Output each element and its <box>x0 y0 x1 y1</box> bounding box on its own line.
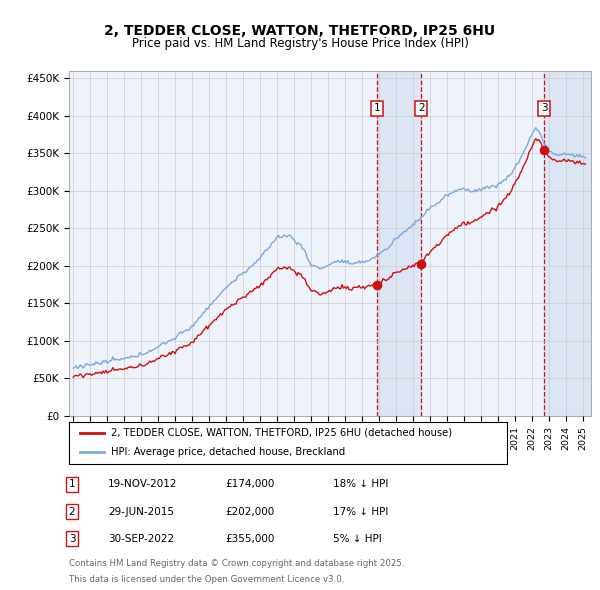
Text: 3: 3 <box>68 534 76 543</box>
Text: HPI: Average price, detached house, Breckland: HPI: Average price, detached house, Brec… <box>110 447 345 457</box>
Text: 1: 1 <box>374 103 380 113</box>
Text: 19-NOV-2012: 19-NOV-2012 <box>108 480 178 489</box>
Text: 3: 3 <box>541 103 548 113</box>
Text: Price paid vs. HM Land Registry's House Price Index (HPI): Price paid vs. HM Land Registry's House … <box>131 37 469 50</box>
Text: 18% ↓ HPI: 18% ↓ HPI <box>333 480 388 489</box>
Text: £355,000: £355,000 <box>225 534 274 543</box>
Text: 29-JUN-2015: 29-JUN-2015 <box>108 507 174 516</box>
Bar <box>377 71 421 416</box>
Text: 2, TEDDER CLOSE, WATTON, THETFORD, IP25 6HU (detached house): 2, TEDDER CLOSE, WATTON, THETFORD, IP25 … <box>110 428 452 438</box>
Bar <box>544 71 591 416</box>
Text: 2, TEDDER CLOSE, WATTON, THETFORD, IP25 6HU: 2, TEDDER CLOSE, WATTON, THETFORD, IP25 … <box>104 24 496 38</box>
Text: Contains HM Land Registry data © Crown copyright and database right 2025.: Contains HM Land Registry data © Crown c… <box>69 559 404 568</box>
Text: 2: 2 <box>418 103 424 113</box>
Text: 2: 2 <box>68 507 76 516</box>
Text: 5% ↓ HPI: 5% ↓ HPI <box>333 534 382 543</box>
Text: 30-SEP-2022: 30-SEP-2022 <box>108 534 174 543</box>
Text: £174,000: £174,000 <box>225 480 274 489</box>
Text: 1: 1 <box>68 480 76 489</box>
Text: £202,000: £202,000 <box>225 507 274 516</box>
Text: 17% ↓ HPI: 17% ↓ HPI <box>333 507 388 516</box>
Text: This data is licensed under the Open Government Licence v3.0.: This data is licensed under the Open Gov… <box>69 575 344 584</box>
